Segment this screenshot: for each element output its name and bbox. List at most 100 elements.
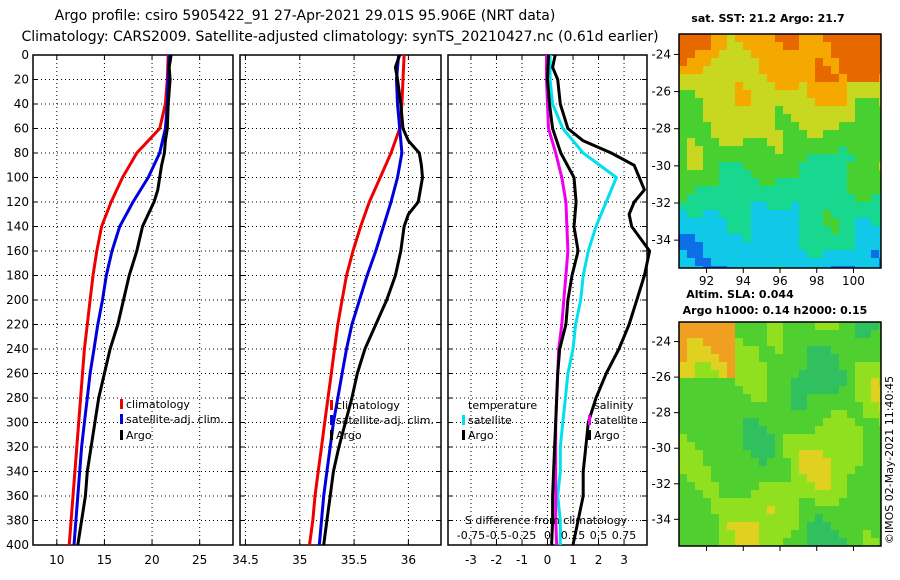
map-cell	[679, 514, 687, 522]
map-cell	[695, 258, 703, 266]
map-cell	[791, 530, 799, 538]
map-cell	[743, 146, 751, 154]
map-cell	[831, 210, 839, 218]
map-cell	[863, 82, 871, 90]
map-cell	[703, 346, 711, 354]
map-cell	[871, 466, 879, 474]
map-cell	[807, 338, 815, 346]
map-cell	[767, 490, 775, 498]
legend-swatch	[120, 399, 123, 409]
map-cell	[695, 250, 703, 258]
map-cell	[879, 178, 881, 186]
map-cell	[839, 66, 847, 74]
map-cell	[799, 434, 807, 442]
map-cell	[759, 106, 767, 114]
map-cell	[847, 322, 855, 330]
map-cell	[831, 538, 839, 546]
map-cell	[815, 394, 823, 402]
map-cell	[703, 210, 711, 218]
map-cell	[799, 194, 807, 202]
map-cell	[791, 466, 799, 474]
map-cell	[775, 402, 783, 410]
map-cell	[823, 506, 831, 514]
map-cell	[807, 370, 815, 378]
map-cell	[687, 522, 695, 530]
salinity-diff-tick-label: -0.25	[508, 529, 536, 542]
map-cell	[823, 42, 831, 50]
map-cell	[711, 506, 719, 514]
map-cell	[751, 330, 759, 338]
map-cell	[799, 74, 807, 82]
map-cell	[807, 330, 815, 338]
map-cell	[711, 74, 719, 82]
map-cell	[703, 114, 711, 122]
map-cell	[863, 226, 871, 234]
map-cell	[839, 506, 847, 514]
map-cell	[687, 338, 695, 346]
map-x-tick-label: 100	[842, 274, 865, 288]
y-tick-label: 360	[6, 489, 29, 503]
map-cell	[807, 106, 815, 114]
map-cell	[751, 138, 759, 146]
map-cell	[855, 194, 863, 202]
map-cell	[703, 434, 711, 442]
map-cell	[855, 122, 863, 130]
map-cell	[767, 394, 775, 402]
map-cell	[815, 474, 823, 482]
map-cell	[679, 34, 687, 42]
map-cell	[719, 386, 727, 394]
map-cell	[783, 170, 791, 178]
legend-label: climatology	[336, 399, 400, 412]
map-cell	[807, 130, 815, 138]
map-cell	[863, 66, 871, 74]
map-cell	[823, 186, 831, 194]
map-cell	[703, 450, 711, 458]
map-cell	[687, 482, 695, 490]
map-cell	[831, 322, 839, 330]
map-cell	[743, 394, 751, 402]
map-cell	[879, 250, 881, 258]
map-cell	[719, 490, 727, 498]
imos-watermark: ©IMOS 02-May-2021 11:40:45	[883, 376, 896, 544]
map-cell	[791, 258, 799, 266]
map-cell	[871, 170, 879, 178]
map-cell	[719, 394, 727, 402]
x-tick-label: 34.5	[232, 553, 259, 567]
map-cell	[759, 122, 767, 130]
map-cell	[751, 162, 759, 170]
map-cell	[815, 146, 823, 154]
map-cell	[831, 146, 839, 154]
map-cell	[823, 266, 831, 268]
map-cell	[679, 162, 687, 170]
map-cell	[791, 498, 799, 506]
map-cell	[735, 266, 743, 268]
map-cell	[703, 378, 711, 386]
map-cell	[855, 490, 863, 498]
map-cell	[807, 482, 815, 490]
map-cell	[719, 346, 727, 354]
map-cell	[783, 162, 791, 170]
map-cell	[823, 418, 831, 426]
map-cell	[735, 530, 743, 538]
map-cell	[839, 106, 847, 114]
map-cell	[695, 354, 703, 362]
map-cell	[695, 458, 703, 466]
map-cell	[815, 98, 823, 106]
legend-label: salinity	[594, 399, 634, 412]
x-tick-label: 36	[401, 553, 416, 567]
map-cell	[807, 154, 815, 162]
map-cell	[775, 178, 783, 186]
map-cell	[727, 418, 735, 426]
map-cell	[703, 506, 711, 514]
map-cell	[703, 178, 711, 186]
map-cell	[711, 186, 719, 194]
map-cell	[879, 234, 881, 242]
map-cell	[727, 514, 735, 522]
map-cell	[799, 418, 807, 426]
map-cell	[847, 482, 855, 490]
map-cell	[735, 466, 743, 474]
map-cell	[871, 394, 879, 402]
map-cell	[703, 74, 711, 82]
map-cell	[767, 474, 775, 482]
map-cell	[815, 34, 823, 42]
